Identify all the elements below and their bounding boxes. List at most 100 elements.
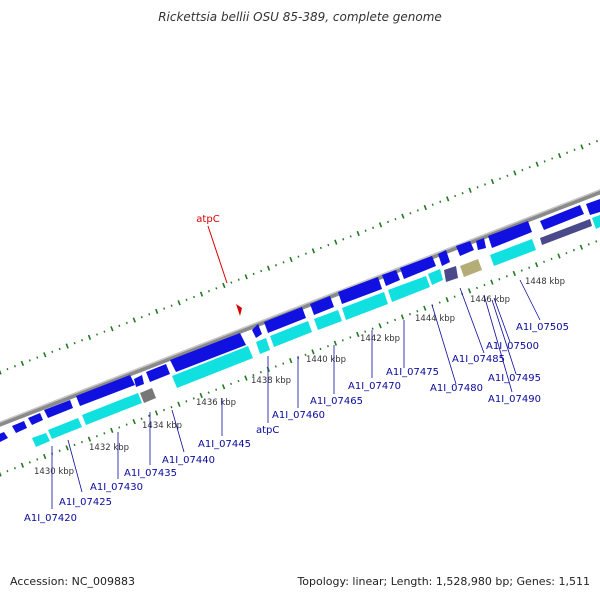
gene-feature[interactable] <box>456 241 474 256</box>
gene-feature[interactable] <box>490 239 536 266</box>
gene-feature[interactable] <box>170 333 246 372</box>
gene-label[interactable]: A1I_07445 <box>198 439 251 450</box>
scale-tick <box>423 305 427 311</box>
scale-tick <box>467 288 472 294</box>
gene-feature[interactable] <box>44 400 73 418</box>
scale-tick <box>110 326 114 332</box>
gene-label[interactable]: A1I_07470 <box>348 381 401 392</box>
scale-tick <box>252 373 255 377</box>
gene-feature[interactable] <box>342 292 388 320</box>
gene-label[interactable]: A1I_07485 <box>452 354 505 365</box>
gene-feature[interactable] <box>460 259 482 277</box>
scale-tick <box>20 360 25 366</box>
scale-tick <box>468 187 472 193</box>
gene-feature[interactable] <box>76 375 135 406</box>
gene-feature[interactable] <box>140 388 156 403</box>
gene-feature[interactable] <box>0 432 8 443</box>
scale-tick <box>573 148 576 152</box>
scale-tick <box>543 160 546 163</box>
gene-feature[interactable] <box>476 238 486 250</box>
scale-tick <box>394 217 397 221</box>
scale-tick <box>58 347 61 351</box>
gene-label[interactable]: A1I_07420 <box>24 513 77 524</box>
gene-feature[interactable] <box>146 364 170 382</box>
gene-feature[interactable] <box>310 296 334 315</box>
scale-tick <box>81 339 84 342</box>
gene-feature[interactable] <box>134 375 144 387</box>
gene-feature[interactable] <box>32 433 50 447</box>
scale-tick <box>520 269 523 272</box>
scale-tick <box>461 191 464 195</box>
scale-tick <box>401 213 405 219</box>
gene-label[interactable]: A1I_07425 <box>59 497 112 508</box>
gene-feature[interactable] <box>592 215 600 229</box>
scale-tick <box>423 204 427 211</box>
gene-feature[interactable] <box>428 269 443 285</box>
gene-label[interactable]: A1I_07495 <box>488 373 541 384</box>
scale-tick <box>154 410 159 416</box>
scale-tick <box>132 419 136 425</box>
scale-tick <box>566 151 569 154</box>
gene-label[interactable]: A1I_07465 <box>310 396 363 407</box>
gene-label[interactable]: atpC <box>256 425 279 436</box>
scale-tick <box>550 257 553 261</box>
scale-tick <box>342 238 345 241</box>
gene-feature[interactable] <box>12 421 27 433</box>
scale-tick <box>199 392 203 399</box>
scale-tick <box>65 343 69 349</box>
gene-label[interactable]: A1I_07435 <box>124 468 177 479</box>
gene-feature[interactable] <box>540 205 584 230</box>
gene-feature[interactable] <box>586 199 600 215</box>
gene-feature[interactable] <box>256 338 270 354</box>
gene-feature[interactable] <box>540 219 592 245</box>
gene-feature[interactable] <box>400 256 436 279</box>
gene-feature[interactable] <box>488 221 532 248</box>
scale-label: 1440 kbp <box>306 355 346 365</box>
gene-label[interactable]: A1I_07490 <box>488 394 541 405</box>
gene-feature[interactable] <box>314 310 342 330</box>
gene-feature[interactable] <box>444 266 458 282</box>
scale-tick <box>95 333 99 336</box>
gene-feature[interactable] <box>338 277 382 304</box>
gene-feature[interactable] <box>264 307 306 333</box>
scale-tick <box>43 352 47 358</box>
gene-feature[interactable] <box>48 418 82 439</box>
gene-label[interactable]: A1I_07480 <box>430 383 483 394</box>
gene-label[interactable]: A1I_07500 <box>486 341 539 352</box>
scale-tick <box>13 365 16 368</box>
gene-feature[interactable] <box>28 413 43 425</box>
gene-feature[interactable] <box>82 393 142 425</box>
gene-feature[interactable] <box>172 346 253 388</box>
scale-tick <box>170 304 173 307</box>
gene-features <box>0 199 600 447</box>
scale-tick <box>163 307 166 310</box>
gene-label[interactable]: A1I_07460 <box>272 410 325 421</box>
gene-feature[interactable] <box>270 321 312 347</box>
gene-feature[interactable] <box>382 270 400 286</box>
scale-tick <box>557 253 561 259</box>
scale-tick <box>110 427 114 433</box>
gene-label[interactable]: A1I_07505 <box>516 322 569 333</box>
gene-feature[interactable] <box>438 250 450 266</box>
scale-tick <box>36 356 39 359</box>
gene-feature[interactable] <box>388 276 430 302</box>
scale-tick <box>364 229 367 232</box>
gene-label[interactable]: A1I_07430 <box>90 482 143 493</box>
scale-tick <box>207 290 210 293</box>
gene-feature[interactable] <box>252 324 262 338</box>
scale-tick <box>311 349 315 355</box>
gene-label[interactable]: A1I_07440 <box>162 455 215 466</box>
gene-label[interactable]: A1I_07475 <box>386 367 439 378</box>
scale-tick <box>326 344 329 348</box>
scale-tick <box>476 186 479 189</box>
scale-tick <box>28 359 31 362</box>
scale-tick <box>132 317 136 323</box>
scale-tick <box>13 467 16 470</box>
scale-tick <box>282 362 285 365</box>
highlight-marker[interactable]: atpC <box>196 214 242 316</box>
scale-tick <box>177 401 181 407</box>
gene-label-connectors <box>51 279 541 509</box>
scale-tick <box>73 341 76 345</box>
scale-tick <box>259 371 262 374</box>
